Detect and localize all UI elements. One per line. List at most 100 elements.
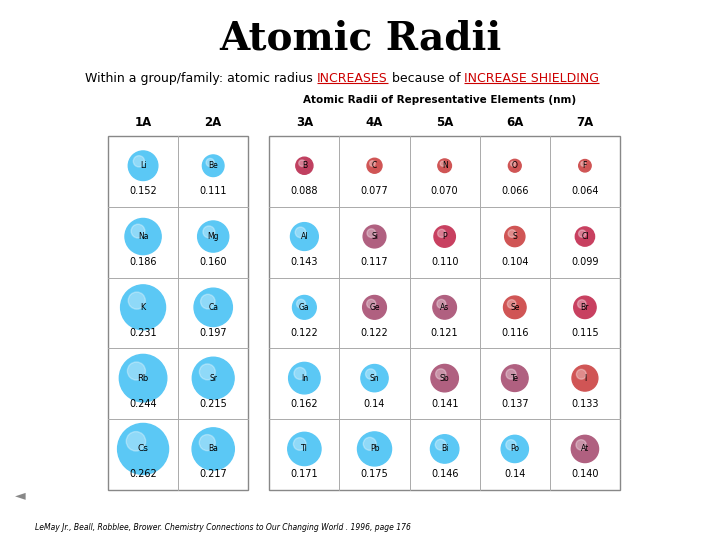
Text: Atomic Radii of Representative Elements (nm): Atomic Radii of Representative Elements … [302,95,576,105]
Bar [269,136,620,490]
Circle shape [579,230,586,237]
Circle shape [201,294,215,309]
Text: ◄: ◄ [14,488,25,502]
Circle shape [198,221,229,252]
Text: 0.175: 0.175 [361,469,388,480]
Text: 0.152: 0.152 [129,186,157,196]
Text: 6A: 6A [506,116,523,129]
Circle shape [290,222,318,251]
Circle shape [575,227,595,246]
Text: Tl: Tl [301,444,308,454]
Text: B: B [302,161,307,170]
Text: K: K [140,303,145,312]
Text: 5A: 5A [436,116,454,129]
Text: Mg: Mg [207,232,219,241]
Circle shape [294,437,306,450]
Circle shape [577,369,586,379]
Circle shape [436,439,446,450]
Circle shape [503,296,526,319]
Text: 0.140: 0.140 [571,469,599,480]
Circle shape [367,229,376,238]
Circle shape [294,367,306,380]
Text: 0.162: 0.162 [291,399,318,409]
Circle shape [125,219,161,255]
Text: 0.14: 0.14 [364,399,385,409]
Circle shape [117,423,168,475]
Text: Br: Br [581,303,589,312]
Circle shape [289,362,320,394]
Text: 0.099: 0.099 [571,257,599,267]
Text: 0.215: 0.215 [199,399,227,409]
Text: Be: Be [208,161,218,170]
Circle shape [436,369,446,379]
Text: INCREASE SHIELDING: INCREASE SHIELDING [464,72,599,85]
Text: 0.217: 0.217 [199,469,227,480]
Text: Ge: Ge [369,303,379,312]
Circle shape [438,159,451,173]
Circle shape [296,157,313,174]
Circle shape [433,295,456,319]
Text: C: C [372,161,377,170]
Text: Ba: Ba [208,444,218,454]
Circle shape [508,159,521,172]
Text: 0.146: 0.146 [431,469,459,480]
Circle shape [361,364,388,391]
Circle shape [288,433,321,465]
Circle shape [506,369,516,379]
Text: INCREASES: INCREASES [317,72,387,85]
Text: 0.231: 0.231 [130,328,157,338]
Text: Sr: Sr [210,374,217,383]
Text: Within a group/family: atomic radius: Within a group/family: atomic radius [85,72,317,85]
Circle shape [501,365,528,392]
Circle shape [574,296,596,319]
Circle shape [364,437,377,450]
Text: Li: Li [140,161,146,170]
Text: 0.115: 0.115 [571,328,599,338]
Text: 0.104: 0.104 [501,257,528,267]
Circle shape [366,369,376,379]
Text: Si: Si [371,232,378,241]
Circle shape [128,292,145,309]
Circle shape [431,364,459,392]
Text: Rb: Rb [138,374,149,383]
Circle shape [120,354,167,402]
Circle shape [508,300,516,308]
Text: 0.117: 0.117 [361,257,388,267]
Text: F: F [582,161,587,170]
Text: Ga: Ga [299,303,310,312]
Circle shape [506,440,516,450]
Circle shape [203,226,215,238]
Circle shape [363,295,387,319]
Circle shape [128,151,158,180]
Text: I: I [584,374,586,383]
Text: 0.064: 0.064 [571,186,599,196]
Text: 0.141: 0.141 [431,399,459,409]
Text: Na: Na [138,232,148,241]
Text: Cl: Cl [581,232,589,241]
Circle shape [581,161,585,166]
Circle shape [297,299,305,308]
Text: In: In [301,374,308,383]
Text: 0.143: 0.143 [291,257,318,267]
Text: Al: Al [301,232,308,241]
Text: because of: because of [387,72,464,85]
Text: 0.14: 0.14 [504,469,526,480]
Bar [108,136,248,490]
Text: 4A: 4A [366,116,383,129]
Circle shape [438,230,446,238]
Text: N: N [442,161,448,170]
Text: Atomic Radii: Atomic Radii [219,19,501,57]
Text: 0.262: 0.262 [129,469,157,480]
Circle shape [292,295,316,319]
Circle shape [579,159,591,172]
Circle shape [192,428,234,470]
Text: 0.197: 0.197 [199,328,227,338]
Text: 2A: 2A [204,116,222,129]
Text: 0.122: 0.122 [290,328,318,338]
Circle shape [133,156,145,167]
Text: Bi: Bi [441,444,449,454]
Text: 0.110: 0.110 [431,257,459,267]
Text: Te: Te [510,374,519,383]
Circle shape [199,364,215,380]
Circle shape [510,161,516,166]
